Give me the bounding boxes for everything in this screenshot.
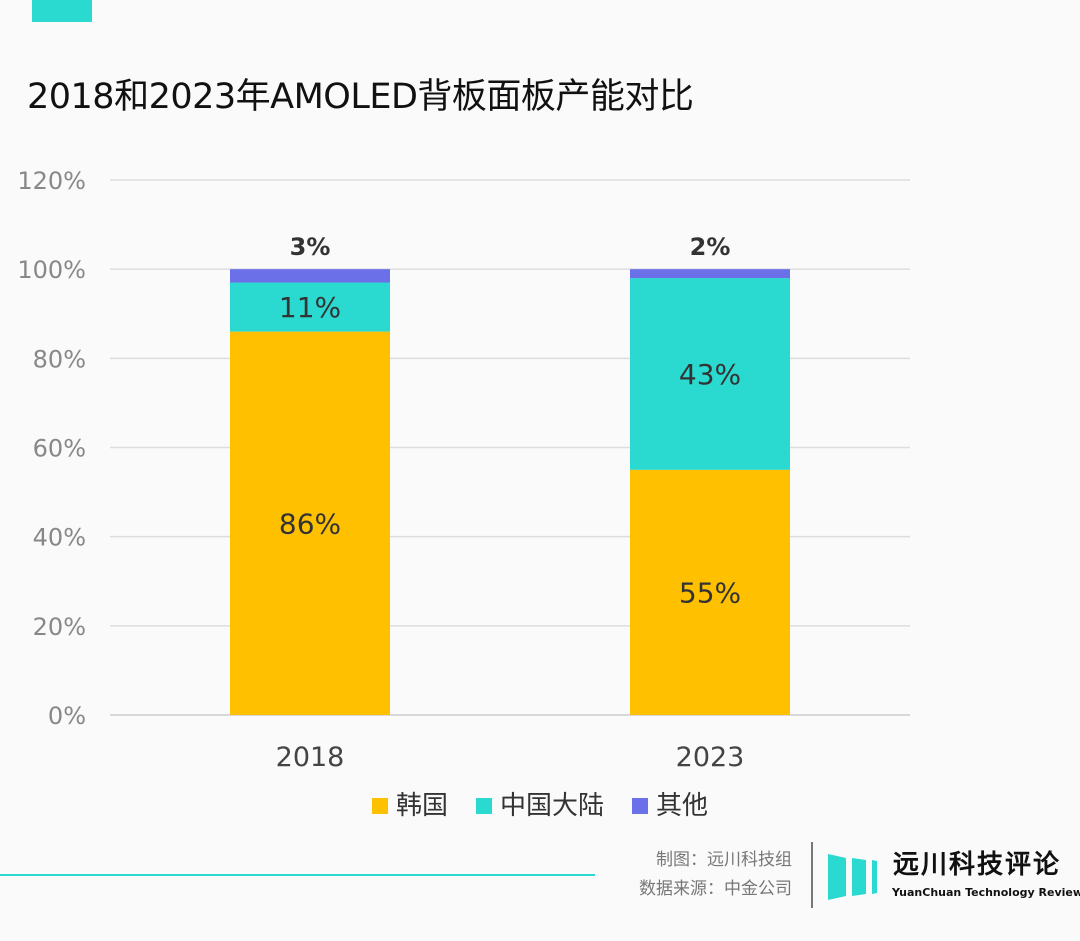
credits: 制图：远川科技组 数据来源：中金公司	[639, 846, 792, 904]
legend-label: 韩国	[395, 791, 448, 821]
data-label: 55%	[679, 576, 741, 609]
y-tick-label: 20%	[33, 613, 86, 641]
legend: 韩国 中国大陆 其他	[0, 790, 1080, 822]
y-tick-label: 120%	[17, 167, 86, 195]
logo-text-en: YuanChuan Technology Review	[892, 886, 1080, 899]
legend-item: 中国大陆	[475, 790, 604, 822]
y-tick-label: 40%	[33, 524, 86, 552]
logo-text-cn: 远川科技评论	[893, 850, 1062, 880]
bar-segment	[230, 282, 390, 332]
footer-line	[0, 874, 595, 876]
bar-segment	[630, 278, 790, 470]
credit-text: 制图：远川科技组	[656, 850, 792, 870]
bar-segment	[630, 269, 790, 279]
divider	[811, 842, 813, 908]
source-text: 数据来源：中金公司	[639, 879, 792, 899]
x-tick-label: 2018	[276, 742, 345, 773]
legend-item: 韩国	[371, 790, 448, 822]
legend-label: 其他	[656, 791, 709, 821]
logo-icon	[828, 854, 877, 900]
data-label: 86%	[279, 507, 341, 540]
y-tick-label: 0%	[48, 702, 86, 730]
data-label: 43%	[679, 358, 741, 391]
bar-segment	[630, 469, 790, 715]
chart-title: 2018和2023年AMOLED背板面板产能对比	[27, 77, 694, 117]
data-label: 11%	[279, 291, 341, 324]
data-label: 2%	[690, 233, 731, 261]
legend-swatch	[371, 798, 388, 814]
bar-segment	[230, 269, 390, 283]
y-tick-label: 100%	[17, 256, 86, 284]
legend-swatch	[475, 798, 492, 814]
data-label: 3%	[290, 233, 331, 261]
y-tick-label: 60%	[33, 435, 86, 463]
bar-segment	[230, 331, 390, 715]
legend-swatch	[632, 798, 648, 814]
accent-bar	[32, 0, 92, 22]
x-tick-label: 2023	[676, 742, 745, 773]
legend-item: 其他	[632, 790, 708, 822]
legend-label: 中国大陆	[499, 791, 604, 821]
y-tick-label: 80%	[33, 345, 86, 373]
